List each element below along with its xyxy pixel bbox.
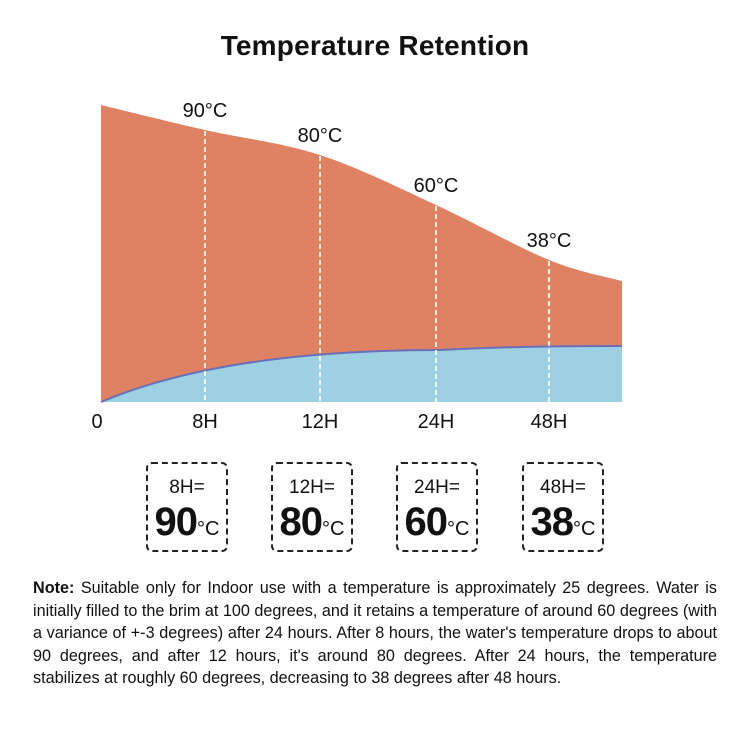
x-tick-label: 48H <box>531 411 568 433</box>
point-labels: 90°C 80°C 60°C 38°C <box>183 100 572 252</box>
card-12h: 12H= 80°C <box>271 462 353 552</box>
point-label: 90°C <box>183 100 228 122</box>
point-label: 80°C <box>298 125 343 147</box>
card-unit: °C <box>322 518 345 540</box>
card-label: 48H= <box>540 477 586 498</box>
temperature-area <box>101 105 622 402</box>
point-label: 38°C <box>527 230 572 252</box>
note-paragraph: Note: Suitable only for Indoor use with … <box>33 577 717 690</box>
card-value: 60 <box>404 500 448 544</box>
note-label: Note: <box>33 579 75 597</box>
x-tick-label: 8H <box>192 411 218 433</box>
card-value: 90 <box>154 500 198 544</box>
note-text: Suitable only for Indoor use with a temp… <box>33 579 717 687</box>
temperature-chart: 90°C 80°C 60°C 38°C 0 8H 12H 24H 48H <box>91 100 623 433</box>
card-label: 8H= <box>169 477 205 498</box>
card-8h: 8H= 90°C <box>146 462 228 552</box>
ambient-line <box>100 345 623 403</box>
card-value: 80 <box>279 500 323 544</box>
card-value: 38 <box>530 500 574 544</box>
x-tick-label: 24H <box>418 411 455 433</box>
card-label: 24H= <box>414 477 460 498</box>
ambient-area <box>101 346 622 402</box>
x-axis-ticks: 0 8H 12H 24H 48H <box>91 411 567 433</box>
card-48h: 48H= 38°C <box>522 462 604 552</box>
card-unit: °C <box>573 518 596 540</box>
card-unit: °C <box>447 518 470 540</box>
card-24h: 24H= 60°C <box>396 462 478 552</box>
x-tick-label: 12H <box>302 411 339 433</box>
card-label: 12H= <box>289 477 335 498</box>
chart-title: Temperature Retention <box>220 30 530 61</box>
card-unit: °C <box>197 518 220 540</box>
marker-lines <box>204 131 550 402</box>
point-label: 60°C <box>414 175 459 197</box>
x-tick-label: 0 <box>91 411 102 433</box>
